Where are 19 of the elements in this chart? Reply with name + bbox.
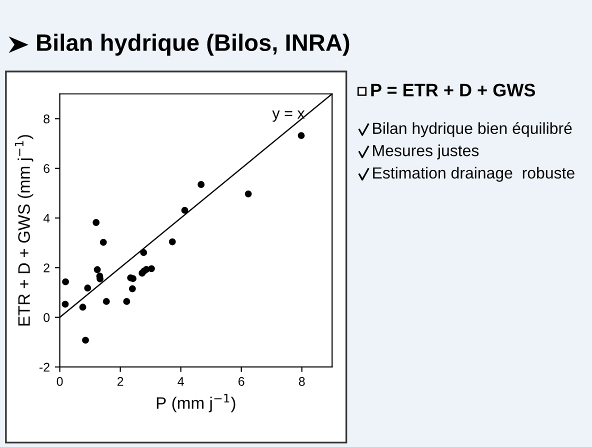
x-tick-label: 6 bbox=[238, 377, 244, 386]
annotation: y = x bbox=[272, 110, 305, 122]
y-tick-label: 8 bbox=[44, 114, 50, 124]
text: Mesures justes bbox=[373, 144, 479, 160]
y-tick-label: 2 bbox=[44, 263, 50, 272]
y-axis-title: ETR + D + GWS (mm j$^{−1}$) bbox=[14, 135, 34, 326]
x-tick-label: 2 bbox=[117, 377, 124, 386]
x-tick-label: 0 bbox=[56, 377, 63, 386]
x-tick-label: 4 bbox=[178, 377, 184, 386]
y-tick-label: 6 bbox=[44, 164, 50, 174]
chart-title: Bilan hydrique (Bilos, INRA) bbox=[37, 34, 350, 56]
text: Estimation drainage robuste bbox=[373, 166, 574, 182]
x-tick-label: 8 bbox=[298, 377, 305, 386]
y-tick-label: 0 bbox=[44, 313, 50, 322]
x-axis-title: P (mm j$^{−1}$) bbox=[156, 394, 236, 412]
y-tick-label: 4 bbox=[43, 214, 50, 223]
y-tick-label: -2 bbox=[40, 362, 50, 372]
text: Bilan hydrique bien équilibré bbox=[373, 122, 572, 138]
text: P = ETR + D + GWS bbox=[371, 84, 536, 96]
